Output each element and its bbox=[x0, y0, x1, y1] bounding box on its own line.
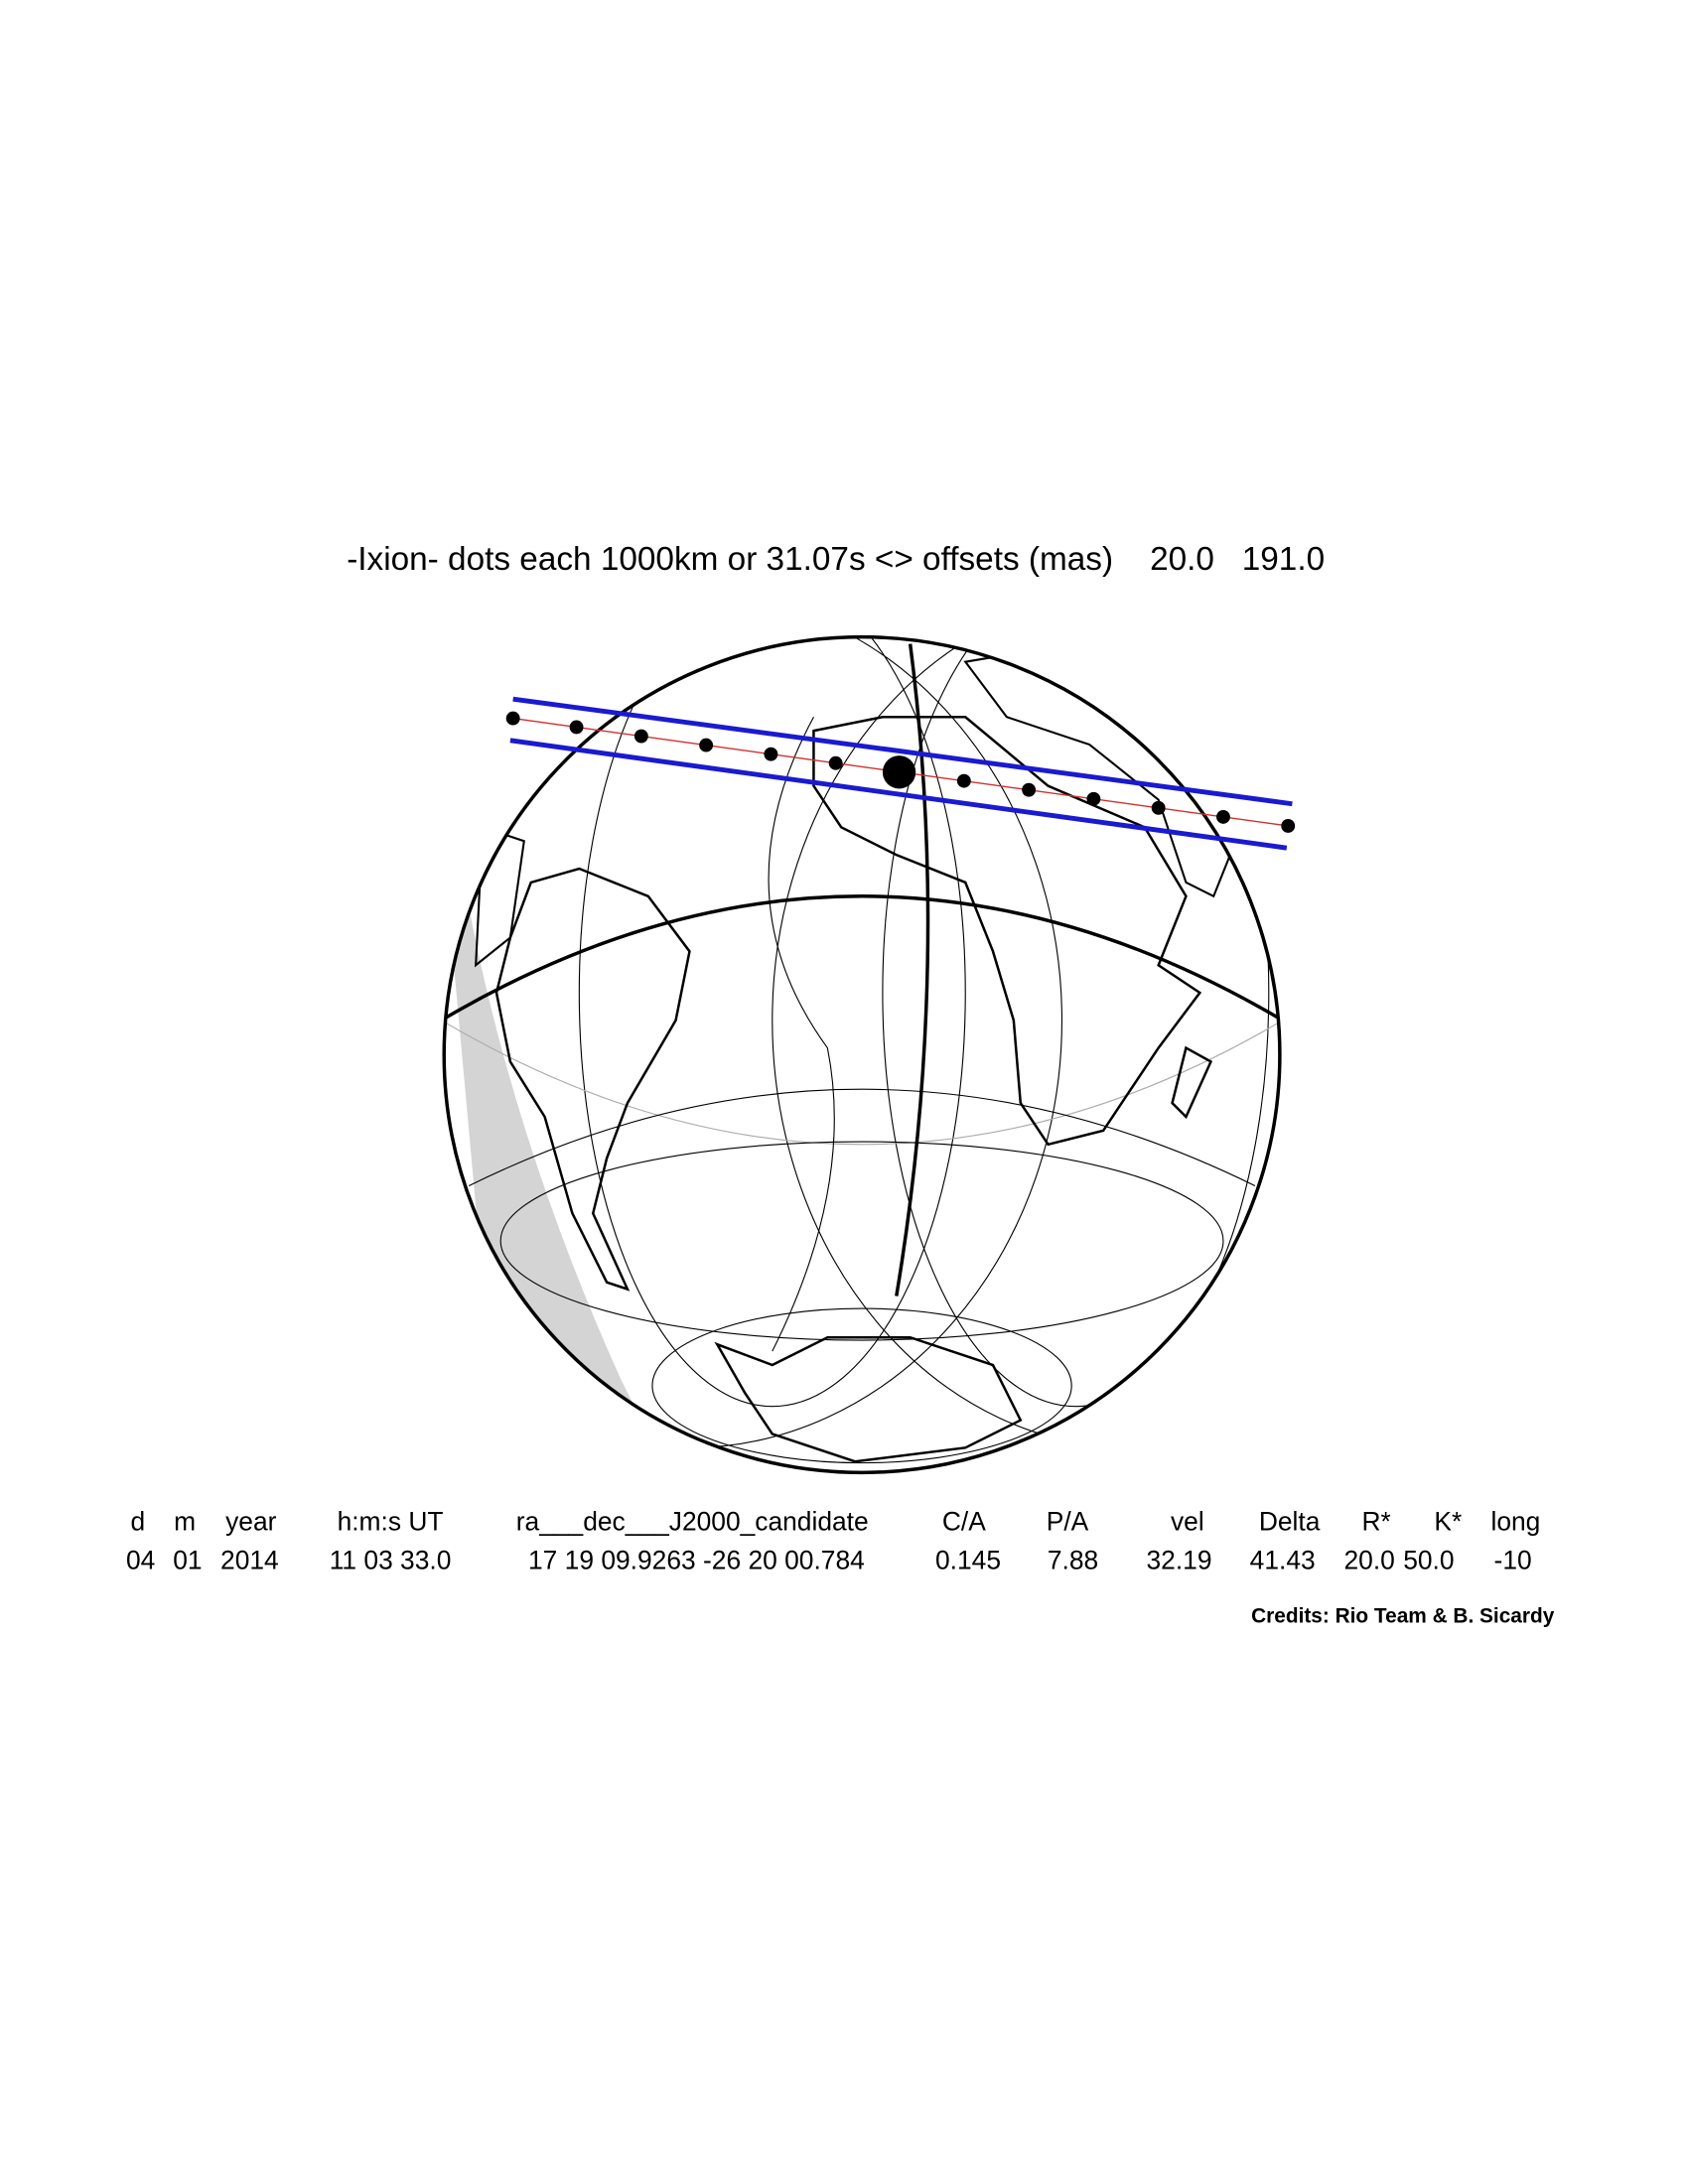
globe-disk bbox=[444, 636, 1280, 1473]
path-dot bbox=[956, 773, 971, 788]
closest-approach bbox=[882, 755, 916, 789]
path-dot bbox=[1151, 800, 1166, 815]
column-header: d bbox=[131, 1507, 146, 1537]
path-dot bbox=[699, 738, 714, 752]
column-header: K* bbox=[1434, 1507, 1462, 1537]
credits: Credits: Rio Team & B. Sicardy bbox=[1251, 1605, 1555, 1628]
column-header: vel bbox=[1171, 1507, 1204, 1537]
table-cell: 0.145 bbox=[935, 1546, 1001, 1575]
column-header: ra___dec___J2000_candidate bbox=[516, 1507, 869, 1537]
column-header: h:m:s UT bbox=[338, 1507, 444, 1537]
table-cell: -10 bbox=[1494, 1546, 1532, 1575]
table-cell: 17 19 09.9263 -26 20 00.784 bbox=[528, 1546, 865, 1575]
title: -Ixion- dots each 1000km or 31.07s <> of… bbox=[347, 541, 1325, 578]
column-header: C/A bbox=[942, 1507, 986, 1537]
globe-outline bbox=[442, 634, 1282, 1475]
table-cell: 01 bbox=[173, 1546, 202, 1575]
table-cell: 7.88 bbox=[1048, 1546, 1098, 1575]
table-cell: 04 bbox=[126, 1546, 155, 1575]
parameter-table: d m year h:m:s UT ra___dec___J2000_candidate… bbox=[126, 1507, 1540, 1575]
path-dot bbox=[1086, 791, 1101, 806]
path-dot bbox=[505, 711, 520, 726]
shadow-path bbox=[505, 696, 1296, 851]
figure: -Ixion- dots each 1000km or 31.07s <> of… bbox=[126, 541, 1555, 1628]
table-cell: 2014 bbox=[220, 1546, 279, 1575]
column-header: Delta bbox=[1259, 1507, 1321, 1537]
path-dot bbox=[828, 755, 843, 770]
path-dot bbox=[569, 720, 584, 735]
path-dot bbox=[764, 747, 778, 761]
column-header: P/A bbox=[1047, 1507, 1089, 1537]
table-cell: 11 03 33.0 bbox=[330, 1546, 452, 1575]
path-dot bbox=[633, 729, 648, 744]
column-header: long bbox=[1490, 1507, 1540, 1537]
globe bbox=[442, 634, 1282, 1475]
table-cell: 50.0 bbox=[1403, 1546, 1454, 1575]
column-header: year bbox=[225, 1507, 277, 1537]
table-cell: 32.19 bbox=[1147, 1546, 1212, 1575]
path-dot bbox=[1281, 819, 1296, 833]
column-header: m bbox=[174, 1507, 196, 1537]
column-header: R* bbox=[1361, 1507, 1390, 1537]
table-cell: 41.43 bbox=[1250, 1546, 1316, 1575]
table-cell: 20.0 bbox=[1344, 1546, 1395, 1575]
path-dot bbox=[1022, 782, 1037, 797]
path-dot bbox=[1216, 809, 1230, 824]
